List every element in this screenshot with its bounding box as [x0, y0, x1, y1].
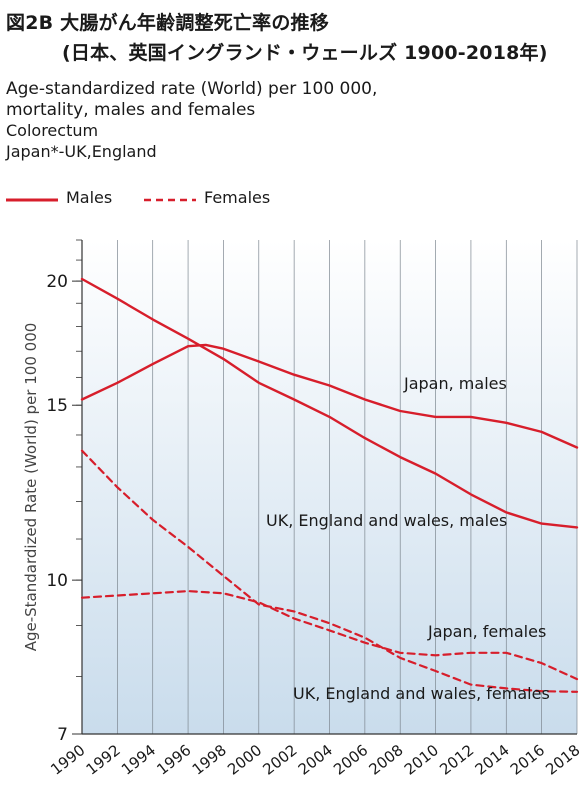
x-tick-label-1990: 1990 — [47, 741, 88, 779]
annotation-uk-males: UK, England and wales, males — [266, 511, 507, 530]
y-tick-label-10: 10 — [46, 571, 68, 591]
x-tick-label-2014: 2014 — [472, 741, 513, 779]
cancer-site-label: Colorectum — [6, 121, 99, 140]
subtitle-line1: Age-standardized rate (World) per 100 00… — [6, 79, 378, 99]
series-line-3 — [80, 590, 579, 681]
legend-females-swatch — [144, 198, 196, 202]
series-line-4 — [80, 449, 579, 693]
x-tick-label-2018: 2018 — [542, 741, 583, 779]
x-tick-label-2016: 2016 — [507, 741, 548, 779]
series-line-1 — [80, 343, 579, 449]
x-tick-label-1992: 1992 — [83, 741, 124, 779]
annotation-uk-females: UK, England and wales, females — [293, 684, 550, 703]
legend-males-label: Males — [66, 188, 113, 207]
y-axis-title: Age-Standardized Rate (World) per 100 00… — [22, 323, 40, 652]
x-tick-label-2000: 2000 — [224, 741, 265, 779]
legend-males-swatch — [6, 198, 58, 202]
annotation-japan-females: Japan, females — [427, 622, 546, 641]
x-tick-label-2002: 2002 — [259, 741, 300, 779]
y-tick-label-20: 20 — [46, 272, 68, 292]
x-tick-label-1996: 1996 — [153, 741, 194, 779]
series-line-2 — [80, 277, 579, 529]
y-tick-label-15: 15 — [46, 396, 68, 416]
annotation-japan-males: Japan, males — [403, 374, 507, 393]
countries-label: Japan*-UK,England — [6, 142, 157, 161]
x-tick-label-2010: 2010 — [401, 741, 442, 779]
x-tick-label-1994: 1994 — [118, 741, 159, 779]
x-tick-label-2008: 2008 — [366, 741, 407, 779]
x-tick-label-2006: 2006 — [330, 741, 371, 779]
figure-title-line1: 図2B 大腸がん年齢調整死亡率の推移 — [6, 12, 329, 34]
x-tick-label-1998: 1998 — [189, 741, 230, 779]
chart: 1990199219941996199820002002200420062008… — [22, 239, 583, 779]
legend-females-label: Females — [204, 188, 271, 207]
x-tick-label-2012: 2012 — [436, 741, 477, 779]
y-tick-label-7: 7 — [57, 725, 68, 745]
subtitle-line2: mortality, males and females — [6, 100, 256, 120]
figure-title-line2: (日本、英国イングランド・ウェールズ 1900-2018年) — [62, 42, 548, 64]
x-tick-label-2004: 2004 — [295, 741, 336, 779]
